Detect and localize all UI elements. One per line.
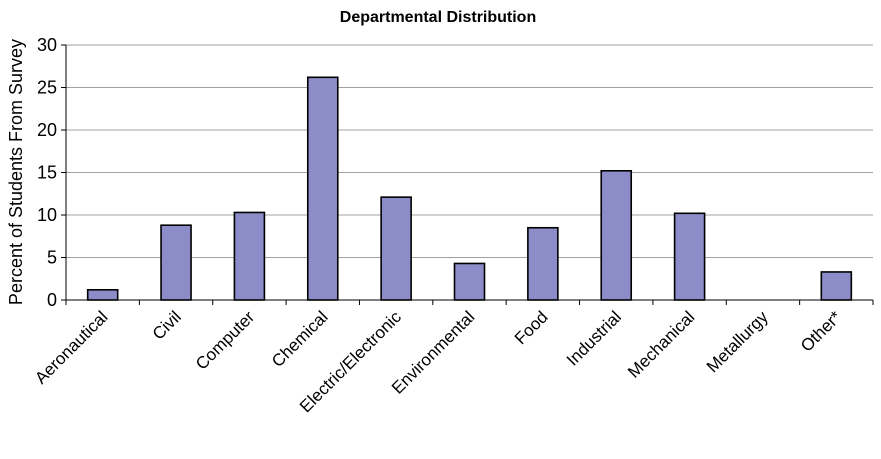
x-category-label: Civil bbox=[149, 307, 185, 343]
x-category-label: Chemical bbox=[268, 307, 332, 371]
axes bbox=[61, 44, 874, 305]
y-tick-label: 30 bbox=[37, 35, 57, 55]
x-category-label: Metallurgy bbox=[703, 307, 772, 376]
x-category-label: Computer bbox=[192, 307, 258, 373]
bars bbox=[86, 76, 853, 301]
bar-mechanical bbox=[673, 212, 706, 301]
bar-electric-electronic bbox=[380, 196, 412, 301]
x-category-label: Industrial bbox=[563, 307, 625, 369]
x-category-label: Mechanical bbox=[624, 307, 698, 381]
y-tick-label: 15 bbox=[37, 163, 57, 183]
x-category-label: Food bbox=[511, 307, 552, 348]
bar-other bbox=[820, 271, 853, 301]
bar-chemical bbox=[306, 76, 339, 301]
y-tick-label: 25 bbox=[37, 78, 57, 98]
bar-aeronautical bbox=[86, 288, 119, 301]
y-tick-label: 5 bbox=[47, 248, 57, 268]
bar-environmental bbox=[453, 262, 486, 301]
y-tick-label: 0 bbox=[47, 290, 57, 310]
y-tick-label: 20 bbox=[37, 120, 57, 140]
bar-civil bbox=[160, 224, 192, 301]
chart-title: Departmental Distribution bbox=[340, 9, 536, 26]
bar-computer bbox=[233, 211, 266, 301]
x-category-labels: Aeronautical Civil Computer ChemicalElectri… bbox=[31, 307, 845, 416]
bar-industrial bbox=[600, 170, 633, 301]
y-tick-label: 10 bbox=[37, 205, 57, 225]
bar-food bbox=[527, 226, 559, 301]
y-tick-labels: 0 5 10 15 20 25 30 bbox=[37, 35, 57, 310]
x-category-label: Other* bbox=[797, 307, 845, 355]
gridlines bbox=[66, 44, 873, 258]
y-axis-title: Percent of Students From Survey bbox=[6, 39, 26, 305]
x-category-label: Aeronautical bbox=[31, 307, 111, 387]
